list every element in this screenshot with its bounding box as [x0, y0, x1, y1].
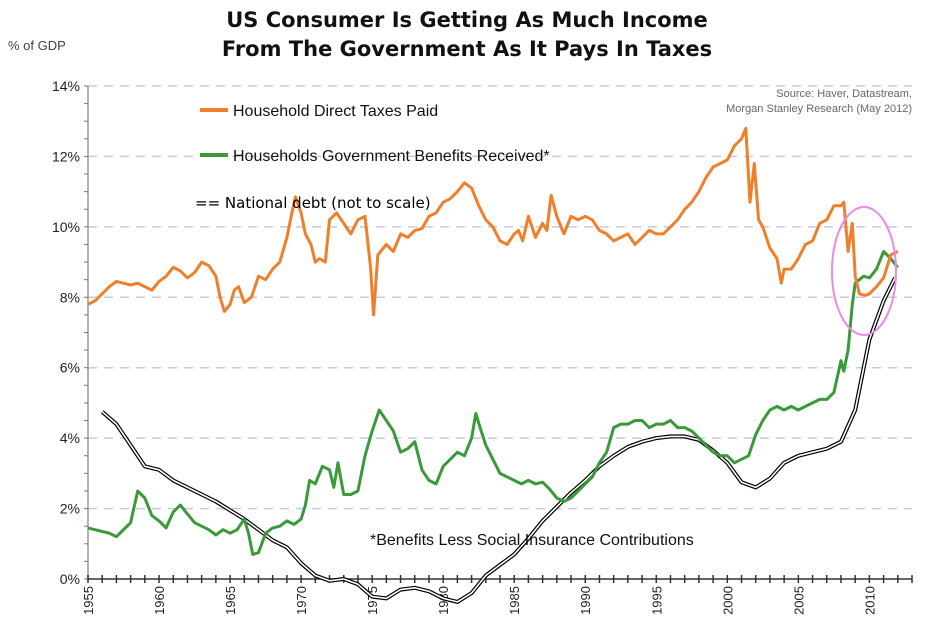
y-tick-label: 14% [52, 78, 80, 94]
x-tick-label: 2005 [791, 586, 806, 615]
x-tick-label: 1970 [294, 586, 309, 615]
y-tick-label: 12% [52, 148, 80, 164]
y-tick-label: 10% [52, 219, 80, 235]
footnote: *Benefits Less Social Insurance Contribu… [370, 532, 694, 549]
source-line-2: Morgan Stanley Research (May 2012) [726, 103, 912, 115]
source-line-1: Source: Haver, Datastream, [776, 88, 912, 100]
legend: Household Direct Taxes Paid Households G… [195, 103, 550, 212]
x-tick-label: 2000 [720, 586, 735, 615]
legend-label-debt: == National debt (not to scale) [195, 194, 431, 212]
debt-line-inner [101, 277, 896, 603]
chart-subtitle: From The Government As It Pays In Taxes [221, 37, 713, 61]
x-tick-label: 1995 [649, 586, 664, 615]
taxes-line [87, 126, 899, 317]
chart-title: US Consumer Is Getting As Much Income [226, 8, 708, 32]
highlight-ellipse [831, 206, 897, 336]
x-tick-label: 2010 [862, 586, 877, 615]
x-tick-label: 1985 [507, 586, 522, 615]
y-tick-label: 6% [60, 360, 80, 376]
y-tick-label: 0% [60, 571, 80, 587]
benefits-line [87, 250, 899, 556]
y-tick-label: 2% [60, 501, 80, 517]
y-axis-unit-label: % of GDP [8, 38, 66, 53]
x-tick-label: 1990 [578, 586, 593, 615]
source-note: Source: Haver, Datastream, Morgan Stanle… [726, 87, 912, 117]
x-tick-label: 1955 [81, 586, 96, 615]
axes: 0%2%4%6%8%10%12%14%1955 1960 1965 1970 1975 1… [52, 78, 913, 615]
debt-line-outer [100, 277, 897, 604]
y-tick-label: 8% [60, 289, 80, 305]
y-tick-label: 4% [60, 430, 80, 446]
legend-label-benefits: Households Government Benefits Received* [233, 148, 550, 165]
series-lines [87, 126, 899, 604]
legend-label-taxes: Household Direct Taxes Paid [233, 103, 438, 120]
x-tick-label: 1965 [223, 586, 238, 615]
x-tick-label: 1960 [152, 586, 167, 615]
